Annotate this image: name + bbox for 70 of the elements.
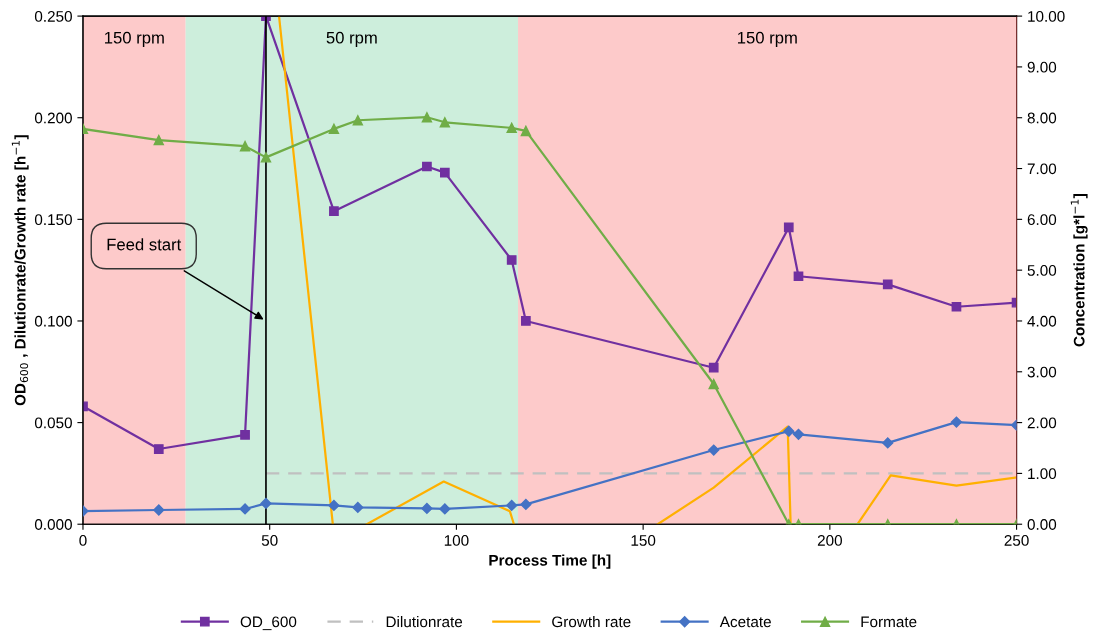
y2-tick-label: 4.00 [1027, 315, 1057, 327]
point [260, 152, 272, 163]
band-label: 150 rpm [738, 31, 797, 47]
y-tick-label: 0.200 [34, 112, 72, 124]
legend-label: Growth rate [552, 616, 631, 628]
point [422, 161, 432, 172]
point [260, 497, 272, 509]
y2-tick-label: 8.00 [1027, 112, 1057, 124]
point [439, 117, 451, 128]
y2-tick-label: 9.00 [1027, 61, 1057, 73]
x-axis-title: Process Time [h] [489, 554, 611, 569]
point [153, 504, 165, 516]
point [421, 112, 433, 123]
point [882, 279, 893, 290]
point [439, 167, 450, 178]
band-label: 50 rpm [326, 31, 377, 47]
y2-tick-label: 10.00 [1028, 10, 1065, 22]
point [882, 437, 894, 449]
point [153, 134, 164, 146]
y2-tick-label: 6.00 [1027, 214, 1057, 226]
point [708, 378, 719, 390]
annotation: Feed start [107, 238, 182, 251]
point [239, 140, 251, 152]
point [520, 498, 532, 511]
legend-label: OD_600 [240, 616, 297, 631]
point [352, 115, 364, 126]
point [521, 316, 531, 326]
y2-axis-title: Concentration [g*l$^{−1}$] [1070, 194, 1088, 347]
point [328, 123, 340, 135]
point [153, 444, 164, 454]
legend-label: Formate [861, 616, 917, 628]
point [951, 301, 962, 312]
point [708, 444, 720, 456]
y2-tick-label: 2.00 [1027, 417, 1057, 429]
point [439, 503, 451, 515]
point [520, 125, 532, 137]
x-tick-label: 200 [817, 535, 842, 546]
y2-tick-label: 5.00 [1027, 265, 1057, 276]
point [329, 206, 339, 217]
x-tick-label: 50 [261, 535, 278, 546]
point [328, 499, 340, 512]
y2-tick-label: 7.00 [1027, 163, 1057, 175]
band-label: 150 rpm [105, 31, 164, 47]
point [793, 271, 804, 282]
x-tick-label: 100 [444, 535, 469, 546]
point [783, 222, 794, 233]
y2-tick-label: 3.00 [1027, 366, 1057, 378]
point [506, 499, 518, 512]
point [421, 502, 433, 515]
y2-tick-label: 1.00 [1028, 468, 1057, 480]
x-tick-label: 150 [631, 535, 656, 546]
point [506, 122, 517, 134]
point [792, 428, 805, 440]
y-tick-label: 0.100 [34, 315, 72, 327]
point [950, 416, 963, 428]
point [240, 429, 250, 440]
y2-tick-label: 0.00 [1027, 519, 1057, 530]
point [352, 501, 364, 514]
point [783, 425, 795, 437]
point [708, 362, 719, 373]
y-axis-title: OD$_{600}$ , Dilutionrate/Growth rate [h$^{−1}$] [11, 135, 29, 406]
x-tick-label: 0 [79, 535, 87, 546]
y-tick-label: 0.150 [34, 214, 72, 226]
y-tick-label: 0.050 [34, 417, 72, 429]
x-tick-label: 250 [1004, 535, 1029, 546]
y-tick-label: 0.000 [34, 519, 72, 530]
y-tick-label: 0.250 [34, 10, 72, 22]
point [506, 255, 517, 265]
legend-label: Acetate [719, 616, 771, 628]
legend-label: Dilutionrate [386, 616, 463, 628]
